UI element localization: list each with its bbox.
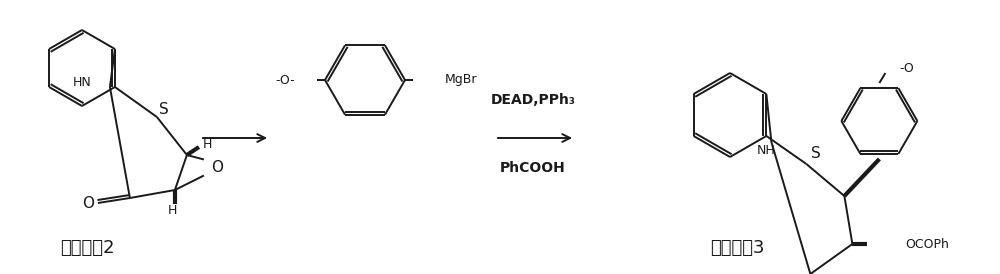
Text: -O-: -O- bbox=[275, 73, 295, 87]
Text: S: S bbox=[811, 147, 821, 161]
Text: H: H bbox=[203, 138, 212, 152]
Text: DEAD,PPh₃: DEAD,PPh₃ bbox=[491, 93, 575, 107]
Text: S: S bbox=[159, 101, 169, 116]
Text: HN: HN bbox=[73, 76, 92, 89]
Text: -O: -O bbox=[899, 61, 914, 75]
Text: O: O bbox=[82, 196, 94, 210]
Text: NH: NH bbox=[757, 144, 776, 156]
Text: O: O bbox=[211, 160, 223, 175]
Text: MgBr: MgBr bbox=[445, 73, 478, 87]
Text: H: H bbox=[168, 204, 178, 216]
Text: OCOPh: OCOPh bbox=[905, 238, 949, 250]
Text: 中间产灹2: 中间产灹2 bbox=[60, 239, 114, 257]
Text: 中间产灹3: 中间产灹3 bbox=[710, 239, 765, 257]
Text: PhCOOH: PhCOOH bbox=[500, 161, 566, 175]
